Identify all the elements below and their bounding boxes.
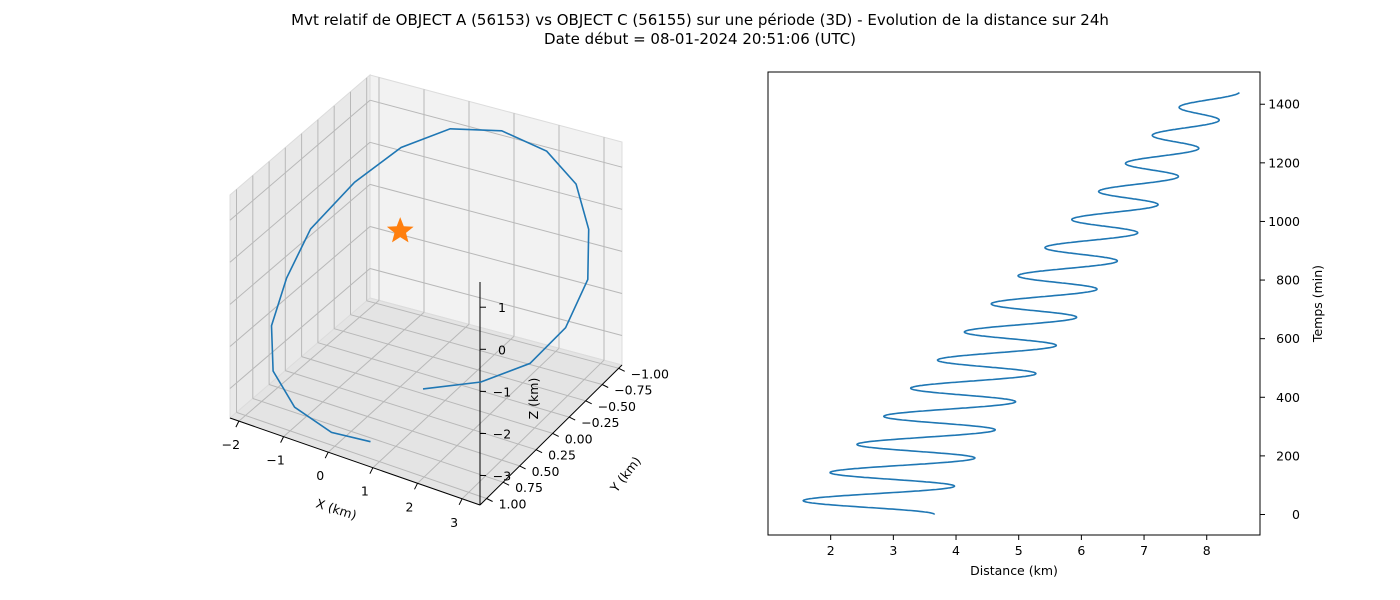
grid-line [327,323,470,453]
grid-3d [229,77,623,500]
grid-line [252,398,504,483]
x-axis-line [229,417,481,506]
grid-line [236,411,487,499]
grid-line [285,370,537,451]
y-tick-mark [535,449,543,454]
distance-curve [802,92,1240,515]
grid-line [268,384,520,467]
z-tick-label-3d: 0 [498,342,506,357]
x-tick-mark [369,467,374,474]
grid-line [317,342,570,418]
grid-line [334,328,586,402]
ticks-2d: 2 3 4 5 6 7 8 0 200 400 600 800 1000 1200 1400 [827,97,1300,558]
x-tick-mark [414,483,418,490]
y-axis-line [479,364,623,506]
y-tick-mark [585,400,592,405]
grid-line [238,300,380,422]
plot-distance-time: 2 3 4 5 6 7 8 0 200 400 600 800 1000 1200 1400 Distanc… [767,71,1325,578]
x-tick-mark [280,436,285,443]
x-tick-label-2d: 6 [1077,543,1085,558]
y-tick-label-3d: 0.50 [532,464,560,479]
y-tick-label-2d: 0 [1292,507,1300,522]
grid-line [301,356,553,434]
grid-line [350,314,603,385]
grid-line [369,99,623,168]
y-tick-label-3d: 1.00 [499,497,527,512]
y-tick-label-2d: 1000 [1268,214,1300,229]
grid-line [369,226,623,294]
grid-line [369,183,623,252]
y-tick-label-3d: −1.00 [631,366,669,381]
z-tick-label-3d: −3 [493,469,511,484]
x-tick-mark [458,498,463,506]
y-axis-label-2d: Temps (min) [1310,265,1325,343]
x-tick-label-3d: 0 [316,468,324,483]
grid-line [417,347,560,484]
x-tick-label-2d: 2 [827,543,835,558]
grid-line [229,141,371,263]
x-tick-label-3d: −1 [266,453,284,468]
x-tick-mark [324,451,329,459]
y-tick-mark [618,367,625,372]
grid-line [229,184,371,305]
grid-line [229,268,371,389]
figure-title-line2: Date début = 08-01-2024 20:51:06 (UTC) [544,30,856,48]
z-axis-label-3d: Z (km) [526,378,541,420]
y-tick-label-2d: 400 [1276,390,1300,405]
z-tick-label-3d: −2 [493,427,511,442]
x-tick-label-2d: 7 [1140,543,1148,558]
grid-line [229,99,371,221]
x-tick-label-2d: 3 [889,543,897,558]
x-tick-mark [235,420,240,428]
y-tick-label-2d: 1400 [1268,97,1300,112]
z-tick-label-3d: −1 [493,384,511,399]
grid-line [369,268,623,336]
y-tick-label-2d: 200 [1276,448,1300,463]
grid-line [372,335,515,469]
y-tick-label-3d: 0.00 [565,431,593,446]
y-tick-mark [502,481,510,486]
x-tick-label-3d: 2 [406,499,414,514]
y-tick-label-3d: 0.25 [548,448,576,463]
x-tick-label-3d: 3 [450,515,458,530]
figure-title-line1: Mvt relatif de OBJECT A (56153) vs OBJEC… [291,11,1109,29]
origin-star-marker [386,217,414,243]
grid-line [366,300,619,369]
trajectory-3d-line [270,127,590,443]
y-tick-label-3d: 0.75 [515,480,543,495]
plot-frame [767,71,1261,536]
y-tick-mark [552,432,559,437]
plot-3d: −2 −1 0 1 2 3 −1.00 −0.75−0.50−0.250.00 0.250.50… [222,73,669,530]
axes-3d [229,282,625,506]
y-tick-mark [601,384,609,388]
y-axis-label-3d: Y (km) [606,454,644,496]
x-axis-label-2d: Distance (km) [970,563,1058,578]
y-tick-label-2d: 1200 [1268,155,1300,170]
x-tick-label-3d: −2 [222,437,240,452]
y-tick-mark [568,416,576,421]
y-tick-mark [519,465,526,470]
x-tick-label-2d: 8 [1203,543,1211,558]
y-tick-label-2d: 600 [1276,331,1300,346]
y-tick-mark [486,498,493,502]
z-tick-label-3d: 1 [498,300,506,315]
y-tick-label-3d: −0.75 [614,383,652,398]
x-axis-label-3d: X (km) [314,496,358,523]
y-tick-label-3d: −0.25 [581,415,619,430]
y-tick-label-2d: 800 [1276,273,1300,288]
x-tick-label-2d: 4 [952,543,960,558]
y-tick-label-3d: −0.50 [598,399,636,414]
ticks-3d: −2 −1 0 1 2 3 −1.00 −0.75−0.50−0.250.00 0.250.50… [222,300,669,530]
x-tick-label-3d: 1 [361,484,369,499]
x-tick-label-2d: 5 [1015,543,1023,558]
grid-line [229,226,371,347]
